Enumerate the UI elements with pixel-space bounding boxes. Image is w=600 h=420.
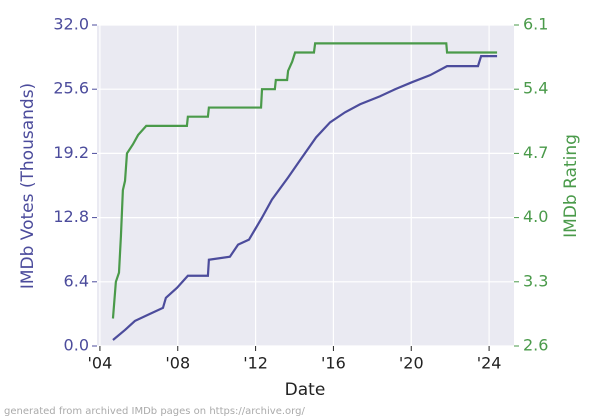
y-axis-label: IMDb Votes (Thousands) <box>18 83 38 289</box>
y-tick-label: 12.8 <box>53 207 89 226</box>
x-tick-label: '16 <box>321 354 346 373</box>
x-tick-label: '12 <box>243 354 268 373</box>
y-tick-label: 0.0 <box>64 336 89 355</box>
x-tick-label: '04 <box>88 354 113 373</box>
y2-tick-label: 4.0 <box>523 207 548 226</box>
y-tick-label: 19.2 <box>53 143 89 162</box>
y2-tick-label: 4.7 <box>523 143 548 162</box>
y-tick-label: 32.0 <box>53 15 89 34</box>
x-tick-label: '24 <box>477 354 502 373</box>
y2-tick-label: 5.4 <box>523 79 548 98</box>
x-tick-label: '20 <box>399 354 424 373</box>
plot-area <box>97 24 514 347</box>
series-line <box>111 42 498 319</box>
y2-tick-label: 2.6 <box>523 336 548 355</box>
y2-tick-label: 6.1 <box>523 15 548 34</box>
y2-axis-label: IMDb Rating <box>561 134 581 238</box>
y-tick-label: 25.6 <box>53 79 89 98</box>
footer: generated from archived IMDb pages on ht… <box>4 406 305 417</box>
y-tick-label: 6.4 <box>64 271 89 290</box>
y2-tick-label: 3.3 <box>523 271 548 290</box>
x-axis-label: Date <box>285 380 326 400</box>
x-tick-label: '08 <box>165 354 190 373</box>
plot-background <box>97 25 514 346</box>
series-line <box>112 55 498 341</box>
